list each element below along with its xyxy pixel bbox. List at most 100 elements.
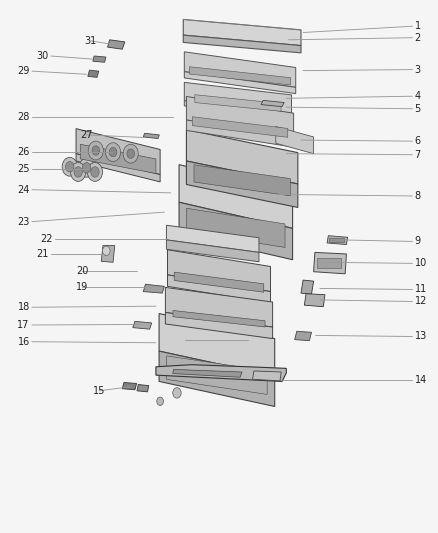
Polygon shape [133,321,152,329]
Circle shape [88,141,103,160]
Text: 3: 3 [414,64,420,75]
Polygon shape [195,95,281,111]
Polygon shape [184,83,292,113]
Polygon shape [184,71,296,94]
Circle shape [88,163,102,181]
Text: 4: 4 [414,91,420,101]
Polygon shape [173,369,242,377]
Polygon shape [166,312,272,338]
Text: 28: 28 [18,112,30,122]
Circle shape [127,149,134,158]
Text: 29: 29 [18,66,30,76]
Polygon shape [179,165,293,228]
Polygon shape [189,67,291,85]
Polygon shape [187,120,293,147]
Circle shape [74,167,82,177]
Circle shape [82,163,91,173]
Circle shape [91,167,99,177]
Polygon shape [261,100,284,107]
Text: 23: 23 [18,216,30,227]
Circle shape [157,397,163,406]
Text: 10: 10 [414,259,427,269]
Text: 11: 11 [414,285,427,295]
Polygon shape [327,236,348,245]
Polygon shape [76,128,160,175]
Circle shape [173,387,181,398]
Text: 26: 26 [18,147,30,157]
Polygon shape [93,56,106,62]
Polygon shape [187,130,298,184]
Circle shape [92,146,99,155]
Polygon shape [184,52,296,87]
Text: 16: 16 [18,337,30,347]
Circle shape [62,157,77,176]
Polygon shape [187,161,298,207]
Polygon shape [301,280,314,294]
Polygon shape [187,208,285,247]
Text: 7: 7 [414,150,421,160]
Polygon shape [156,365,286,382]
Bar [317,257,340,268]
Polygon shape [76,154,160,182]
Polygon shape [179,202,293,260]
Polygon shape [137,384,149,392]
Polygon shape [276,126,314,154]
Text: 13: 13 [414,332,427,342]
Polygon shape [192,117,288,138]
Polygon shape [101,246,115,262]
Polygon shape [159,313,275,376]
Text: 1: 1 [414,21,420,31]
Polygon shape [174,272,264,292]
Polygon shape [143,284,164,293]
Text: 5: 5 [414,104,421,114]
Text: 15: 15 [93,386,106,396]
Text: 24: 24 [18,185,30,195]
Text: 21: 21 [36,249,49,259]
Circle shape [102,246,110,255]
Polygon shape [122,383,137,390]
Polygon shape [80,144,156,174]
Polygon shape [295,332,311,341]
Polygon shape [166,240,259,262]
Text: 14: 14 [414,375,427,385]
Text: 12: 12 [414,296,427,306]
Text: 9: 9 [414,237,420,246]
Polygon shape [167,275,271,303]
Text: 17: 17 [18,320,30,330]
Text: 22: 22 [40,234,53,244]
Polygon shape [159,351,275,407]
Text: 20: 20 [76,265,88,276]
Polygon shape [184,101,292,118]
Text: 30: 30 [36,51,49,61]
Text: 27: 27 [80,130,93,140]
Polygon shape [187,96,293,136]
Text: 18: 18 [18,302,30,312]
Polygon shape [183,19,301,45]
Polygon shape [314,253,346,274]
Polygon shape [173,311,265,327]
Polygon shape [194,165,290,196]
Polygon shape [304,294,325,306]
Circle shape [109,148,117,157]
Circle shape [123,144,138,163]
Polygon shape [253,371,281,381]
Text: 19: 19 [76,282,88,293]
Polygon shape [166,356,267,394]
Polygon shape [166,225,259,253]
Text: 8: 8 [414,191,420,201]
Polygon shape [108,40,125,49]
Text: 6: 6 [414,136,420,146]
Polygon shape [167,250,271,292]
Text: 2: 2 [414,33,421,43]
Circle shape [106,143,120,161]
Circle shape [66,161,74,172]
Text: 31: 31 [85,36,97,46]
Polygon shape [183,35,301,53]
Polygon shape [88,70,99,77]
Circle shape [79,158,94,177]
Polygon shape [166,287,272,327]
Text: 25: 25 [17,164,30,174]
Polygon shape [143,133,159,139]
Circle shape [71,163,86,181]
Bar [329,238,344,242]
